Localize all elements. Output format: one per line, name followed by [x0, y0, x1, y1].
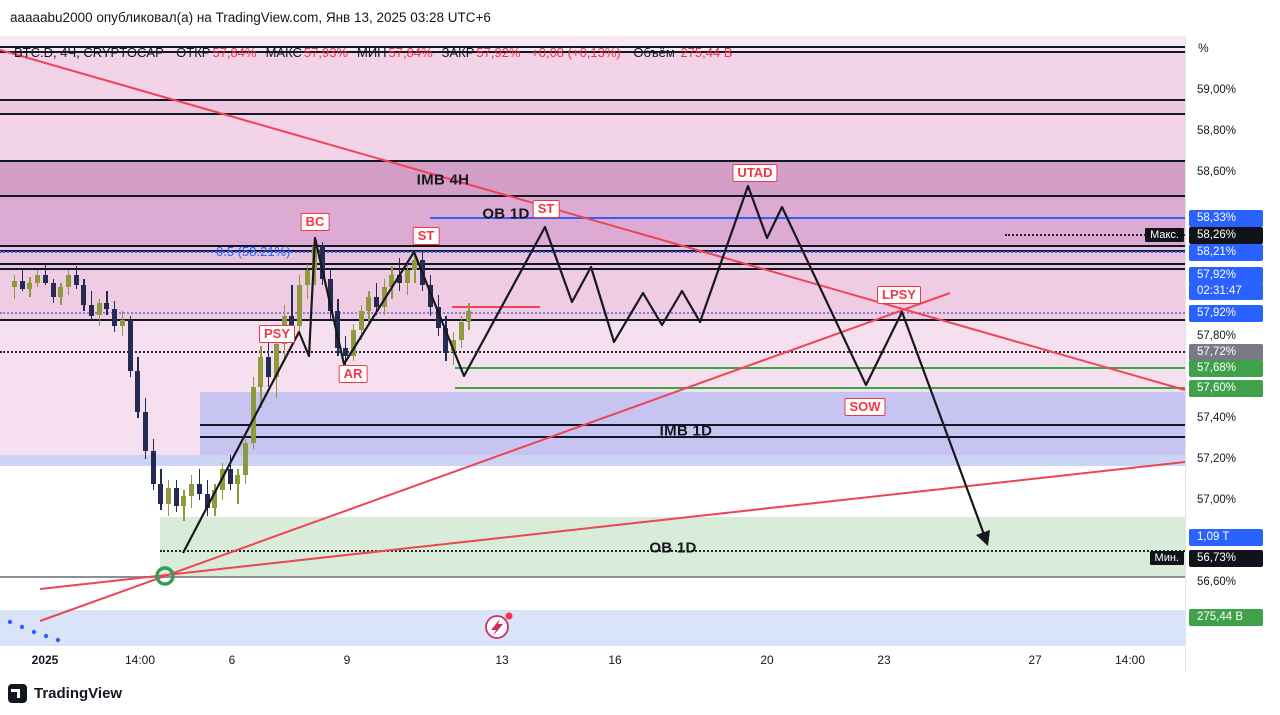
ohlc-field-label: МИН [356, 45, 387, 60]
wyckoff-label-psy[interactable]: PSY [258, 325, 296, 343]
tradingview-logo-icon [8, 684, 27, 703]
price-badge: 1,09 T [1189, 528, 1263, 546]
fib-level-label[interactable]: 0.5 (58.21%) [216, 244, 291, 259]
tradingview-watermark[interactable]: TradingView [8, 684, 122, 703]
price-badge: 58,21% [1189, 243, 1263, 261]
price-tick-label: 58,80% [1197, 125, 1237, 137]
publish-byline: aaaaabu2000 опубликовал(а) на TradingVie… [10, 10, 491, 25]
ohlc-field-value: 57,84% [388, 45, 433, 60]
time-tick-label: 16 [608, 653, 622, 667]
price-tick-label: 59,00% [1197, 84, 1237, 96]
zone-label[interactable]: IMB 1D [659, 422, 713, 440]
price-badge: 58,33% [1189, 209, 1263, 227]
wyckoff-label-utad[interactable]: UTAD [732, 164, 778, 182]
time-tick-label: 14:00 [124, 653, 156, 667]
price-tick-label: 56,60% [1197, 576, 1237, 588]
price-extreme-tag: Макс. [1145, 228, 1184, 242]
time-tick-label: 14:00 [1114, 653, 1146, 667]
price-badge: 57,72% [1189, 343, 1263, 361]
pink-band-top [0, 36, 1185, 52]
price-badge: 57,92% [1189, 304, 1263, 322]
time-tick-label: 6 [228, 653, 236, 667]
price-badge: 275,44 B [1189, 608, 1263, 626]
share-header: aaaaabu2000 опубликовал(а) на TradingVie… [0, 0, 1280, 36]
price-badge: 02:31:47 [1189, 282, 1263, 300]
price-tick-label: 57,00% [1197, 494, 1237, 506]
price-badge: 57,68% [1189, 359, 1263, 377]
ohlc-fields: ОТКР 57,84% МАКС 57,93% МИН 57,84% ЗАКР 57,92% [167, 45, 520, 60]
wyckoff-label-sow[interactable]: SOW [844, 398, 886, 416]
ohlc-field-label: МАКС [265, 45, 302, 60]
price-badge: 56,73% [1189, 549, 1263, 567]
price-change: +0,08 (+0,13%) [531, 45, 621, 60]
zone-label[interactable]: OB 1D [649, 539, 697, 557]
ohlc-field-label: ОТКР [176, 45, 211, 60]
price-tick-label: 58,60% [1197, 166, 1237, 178]
wyckoff-label-bc[interactable]: BC [300, 213, 330, 231]
zone-label[interactable]: OB 1D [482, 205, 530, 223]
watermark-text: TradingView [34, 685, 123, 702]
price-tick-label: 57,20% [1197, 453, 1237, 465]
ohlc-field-value: 57,84% [212, 45, 257, 60]
volume-label: Объём [633, 45, 675, 60]
volume-value: 275,44 B [680, 45, 733, 60]
black-line-1 [0, 46, 1185, 48]
price-tick-label: 57,40% [1197, 412, 1237, 424]
time-tick-label: 27 [1028, 653, 1042, 667]
time-tick-label: 2025 [31, 653, 59, 667]
wyckoff-label-st[interactable]: ST [532, 200, 560, 218]
time-tick-label: 13 [495, 653, 509, 667]
time-tick-label: 20 [760, 653, 774, 667]
wyckoff-label-lpsy[interactable]: LPSY [877, 286, 921, 304]
price-axis-unit[interactable]: % [1198, 41, 1209, 55]
wyckoff-label-ar[interactable]: AR [338, 365, 368, 383]
zone-label[interactable]: IMB 4H [416, 171, 470, 189]
time-tick-label: 9 [343, 653, 351, 667]
time-tick-label: 23 [877, 653, 891, 667]
symbol-info-line[interactable]: BTC.D, 4Ч, CRYPTOCAP ОТКР 57,84% МАКС 57,93… [14, 45, 732, 60]
price-badge: 58,26% [1189, 226, 1263, 244]
time-axis[interactable]: 2025 14:00 6 9 13 16 20 23 27 14:00 [0, 645, 1185, 673]
price-tick-label: 57,80% [1197, 330, 1237, 342]
price-badge: 57,60% [1189, 379, 1263, 397]
ohlc-field-value: 57,93% [303, 45, 348, 60]
ohlc-field-value: 57,92% [476, 45, 521, 60]
price-extreme-tag: Мин. [1149, 551, 1184, 565]
ohlc-field-label: ЗАКР [441, 45, 475, 60]
wyckoff-label-st[interactable]: ST [412, 227, 440, 245]
symbol-title[interactable]: BTC.D, 4Ч, CRYPTOCAP [14, 45, 164, 60]
price-axis[interactable]: % 59,00% 58,80% 58,60% 57,80% 57,40% 57,20% 57… [1185, 36, 1280, 672]
price-badge: 57,92% [1189, 266, 1263, 284]
